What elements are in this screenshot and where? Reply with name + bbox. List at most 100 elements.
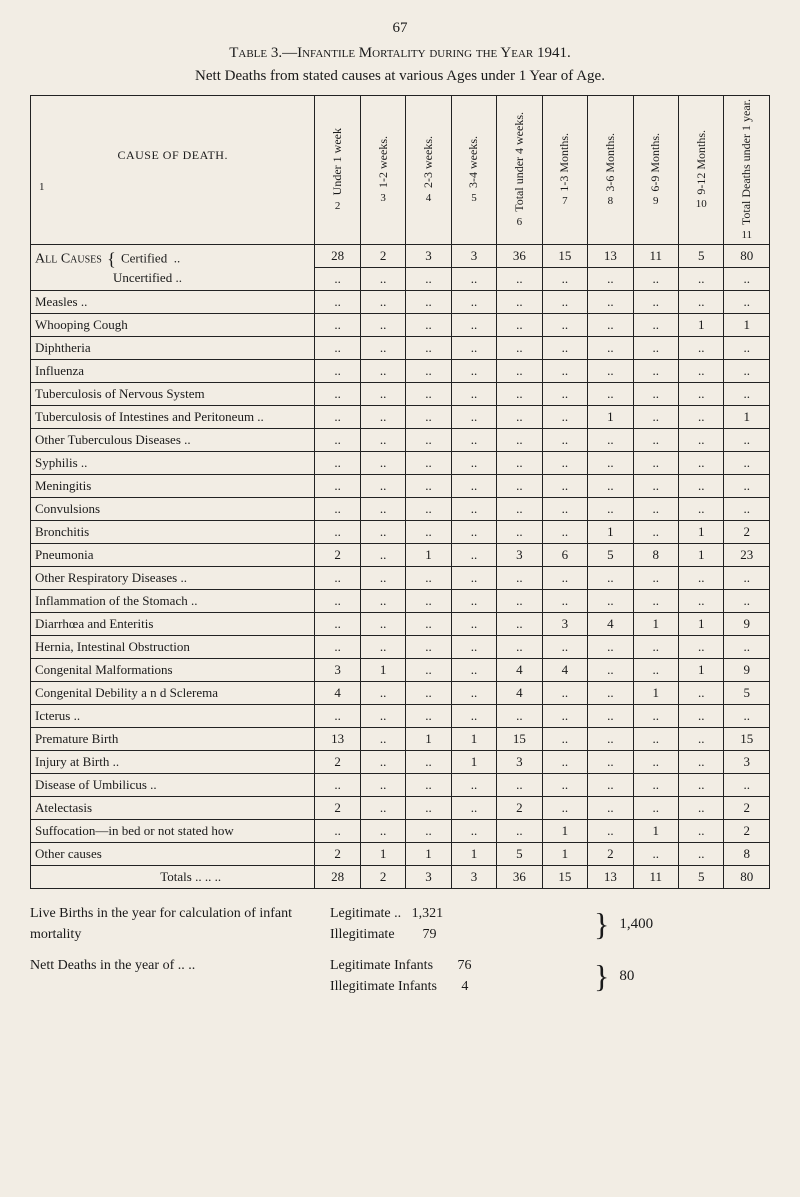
value-cell: .. [633, 337, 678, 360]
value-cell: .. [497, 429, 542, 452]
value-cell: 1 [451, 843, 496, 866]
value-cell: .. [451, 613, 496, 636]
value-cell: .. [315, 406, 360, 429]
value-cell: .. [633, 636, 678, 659]
page-number: 67 [30, 20, 770, 37]
table-row: Syphilis ...................... [31, 452, 770, 475]
totals-value: 11 [633, 866, 678, 889]
value-cell: .. [406, 590, 451, 613]
value-cell: .. [497, 636, 542, 659]
value-cell: .. [542, 521, 587, 544]
value-cell: .. [451, 797, 496, 820]
value-cell: .. [451, 429, 496, 452]
value-cell: 2 [588, 843, 633, 866]
value-cell: .. [406, 475, 451, 498]
value-cell: .. [497, 567, 542, 590]
value-cell: .. [542, 337, 587, 360]
value-cell: .. [542, 728, 587, 751]
table-row: Congenital Debility a n d Sclerema4.....… [31, 682, 770, 705]
value-cell: .. [588, 337, 633, 360]
value-cell: .. [451, 475, 496, 498]
value-cell: .. [360, 544, 405, 567]
value-cell: .. [588, 475, 633, 498]
value-cell: .. [315, 613, 360, 636]
value-cell: .. [542, 705, 587, 728]
value-cell: 1 [679, 521, 724, 544]
value-cell: .. [588, 498, 633, 521]
value-cell: .. [360, 337, 405, 360]
value-cell: .. [588, 774, 633, 797]
value-cell: .. [633, 728, 678, 751]
value-cell: .. [724, 360, 770, 383]
value-cell: .. [315, 590, 360, 613]
value-cell: .. [633, 291, 678, 314]
cause-cell: Diphtheria [31, 337, 315, 360]
table-row: Measles ...................... [31, 291, 770, 314]
value-cell: .. [542, 475, 587, 498]
value-cell: .. [724, 705, 770, 728]
cause-cell: Diarrhœa and Enteritis [31, 613, 315, 636]
value-cell: .. [724, 383, 770, 406]
value-cell: .. [679, 475, 724, 498]
value-cell: .. [497, 383, 542, 406]
value-cell: .. [360, 452, 405, 475]
value-cell: .. [315, 475, 360, 498]
value-cell: .. [406, 636, 451, 659]
value-cell: .. [633, 590, 678, 613]
value-cell: .. [360, 498, 405, 521]
value-cell: .. [315, 705, 360, 728]
value-cell: .. [679, 728, 724, 751]
value-cell: .. [679, 590, 724, 613]
value-cell: .. [406, 314, 451, 337]
value-cell: .. [588, 636, 633, 659]
value-cell: .. [406, 291, 451, 314]
value-cell: 4 [497, 682, 542, 705]
value-cell: .. [497, 590, 542, 613]
value-cell: 5 [497, 843, 542, 866]
cause-cell: Congenital Malformations [31, 659, 315, 682]
value-cell: .. [497, 291, 542, 314]
value-cell: .. [724, 337, 770, 360]
value-cell: .. [497, 705, 542, 728]
value-cell: .. [406, 774, 451, 797]
totals-value: 3 [451, 866, 496, 889]
value-cell: 2 [315, 843, 360, 866]
value-cell: 3 [497, 544, 542, 567]
value-cell: .. [315, 452, 360, 475]
value-cell: 4 [588, 613, 633, 636]
legit-val: 1,321 [412, 906, 444, 921]
value-cell: .. [588, 452, 633, 475]
value-cell: 3 [724, 751, 770, 774]
value-cell: .. [542, 774, 587, 797]
value-cell: 1 [542, 820, 587, 843]
value-cell: .. [633, 360, 678, 383]
table-row: Whooping Cough................11 [31, 314, 770, 337]
value-cell: .. [406, 659, 451, 682]
value-cell: .. [497, 337, 542, 360]
totals-label: Totals .. .. .. [31, 866, 315, 889]
value-cell: .. [315, 567, 360, 590]
value-cell: .. [360, 751, 405, 774]
value-cell: .. [360, 406, 405, 429]
value-cell: 2 [724, 820, 770, 843]
value-cell: .. [406, 406, 451, 429]
value-cell: .. [633, 429, 678, 452]
value-cell: 6 [542, 544, 587, 567]
value-cell: .. [679, 751, 724, 774]
value-cell: .. [679, 636, 724, 659]
value-cell: .. [679, 797, 724, 820]
value-cell: 2 [724, 797, 770, 820]
value-cell: 1 [679, 544, 724, 567]
value-cell: 1 [360, 659, 405, 682]
value-cell: .. [633, 406, 678, 429]
all-causes-certified-row: All Causes { Certified .. Uncertified ..… [31, 245, 770, 268]
value-cell: .. [406, 337, 451, 360]
value-cell: 8 [633, 544, 678, 567]
value-cell: .. [360, 774, 405, 797]
value-cell: 2 [315, 544, 360, 567]
value-cell: 1 [406, 728, 451, 751]
cause-cell: Atelectasis [31, 797, 315, 820]
value-cell: .. [542, 406, 587, 429]
value-cell: .. [633, 567, 678, 590]
footer-live-births-label: Live Births in the year for calculation … [30, 903, 330, 945]
